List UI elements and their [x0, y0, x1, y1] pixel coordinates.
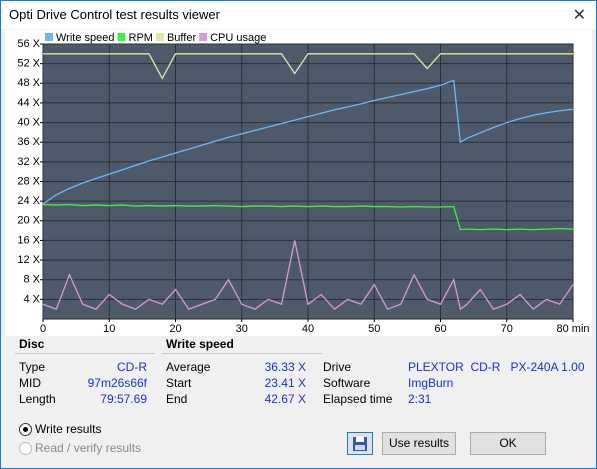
field-value: 23.41 X [264, 376, 306, 390]
chart: 4 X 8 X 12 X 16 X 20 X 24 X 28 X 32 X 36 X 40 X 44… [5, 30, 592, 336]
section-rule [162, 353, 322, 354]
legend-swatch [45, 33, 53, 41]
x-tick-label: 70 [501, 323, 513, 335]
y-tick-label: 16 X [17, 234, 40, 246]
read-option[interactable]: Read / verify results [35, 441, 142, 455]
y-tick-label: 24 X [17, 195, 40, 207]
legend-swatch [155, 33, 164, 41]
legend-label: Write speed [56, 32, 115, 44]
y-tick-label: 56 X [17, 38, 40, 50]
save-button[interactable] [347, 432, 373, 455]
series-line [43, 53, 573, 80]
legend-label: CPU usage [210, 32, 266, 44]
write-option[interactable]: Write results [35, 422, 102, 436]
window-title: Opti Drive Control test results viewer [9, 7, 220, 22]
field-value: ImgBurn [408, 376, 454, 390]
x-tick-label: 30 [236, 323, 248, 335]
field-label: End [166, 392, 188, 406]
field-label: MID [19, 376, 41, 390]
x-tick-label: 80 min [556, 323, 589, 335]
use-results-button[interactable]: Use results [382, 432, 456, 455]
field-value: CD-R [117, 360, 147, 374]
series-line [42, 240, 574, 311]
field-value: 36.33 X [264, 360, 306, 374]
field-label: Length [19, 392, 56, 406]
field-label: Start [166, 376, 192, 390]
x-tick-label: 60 [434, 323, 446, 335]
legend-swatch [117, 33, 126, 41]
field-label: Type [19, 360, 46, 374]
section-heading: Disc [19, 337, 45, 351]
y-tick-label: 40 X [17, 116, 40, 128]
save-icon [353, 437, 367, 451]
y-tick-label: 48 X [17, 77, 40, 89]
field-label: Drive [323, 360, 352, 374]
section-rule [15, 353, 155, 354]
series-line [42, 79, 574, 205]
field-label: Average [166, 360, 211, 374]
y-tick-label: 28 X [17, 175, 40, 187]
field-value: 2:31 [408, 392, 432, 406]
field-value: 42.67 X [264, 392, 306, 406]
field-value: 79:57.69 [100, 392, 147, 406]
x-tick-label: 50 [368, 323, 380, 335]
legend-label: Buffer [167, 32, 196, 44]
y-tick-label: 44 X [17, 97, 40, 109]
ok-button[interactable]: OK [470, 432, 546, 455]
y-tick-label: 20 X [17, 215, 40, 227]
x-tick-label: 0 [40, 323, 46, 335]
y-tick-label: 12 X [17, 254, 40, 266]
y-tick-label: 52 X [17, 58, 40, 70]
field-label: Elapsed time [323, 392, 393, 406]
legend-swatch [199, 33, 208, 41]
y-tick-label: 4 X [23, 293, 40, 305]
y-tick-label: 32 X [17, 156, 40, 168]
x-tick-label: 40 [302, 323, 314, 335]
write-radio[interactable] [19, 423, 32, 436]
section-heading: Write speed [166, 337, 234, 351]
series-line [42, 203, 574, 231]
close-button[interactable]: ✕ [572, 7, 586, 24]
y-tick-label: 36 X [17, 136, 40, 148]
field-label: Software [323, 376, 371, 390]
read-radio[interactable] [19, 442, 32, 455]
y-tick-label: 8 X [23, 274, 40, 286]
radio-dot [23, 427, 28, 432]
x-tick-label: 20 [169, 323, 181, 335]
x-tick-label: 10 [103, 323, 115, 335]
field-value: PLEXTOR CD-R PX-240A 1.00 [408, 360, 585, 374]
legend-label: RPM [129, 32, 153, 44]
title-bar: Opti Drive Control test results viewer ✕ [1, 1, 596, 29]
field-value: 97m26s66f [87, 376, 147, 390]
